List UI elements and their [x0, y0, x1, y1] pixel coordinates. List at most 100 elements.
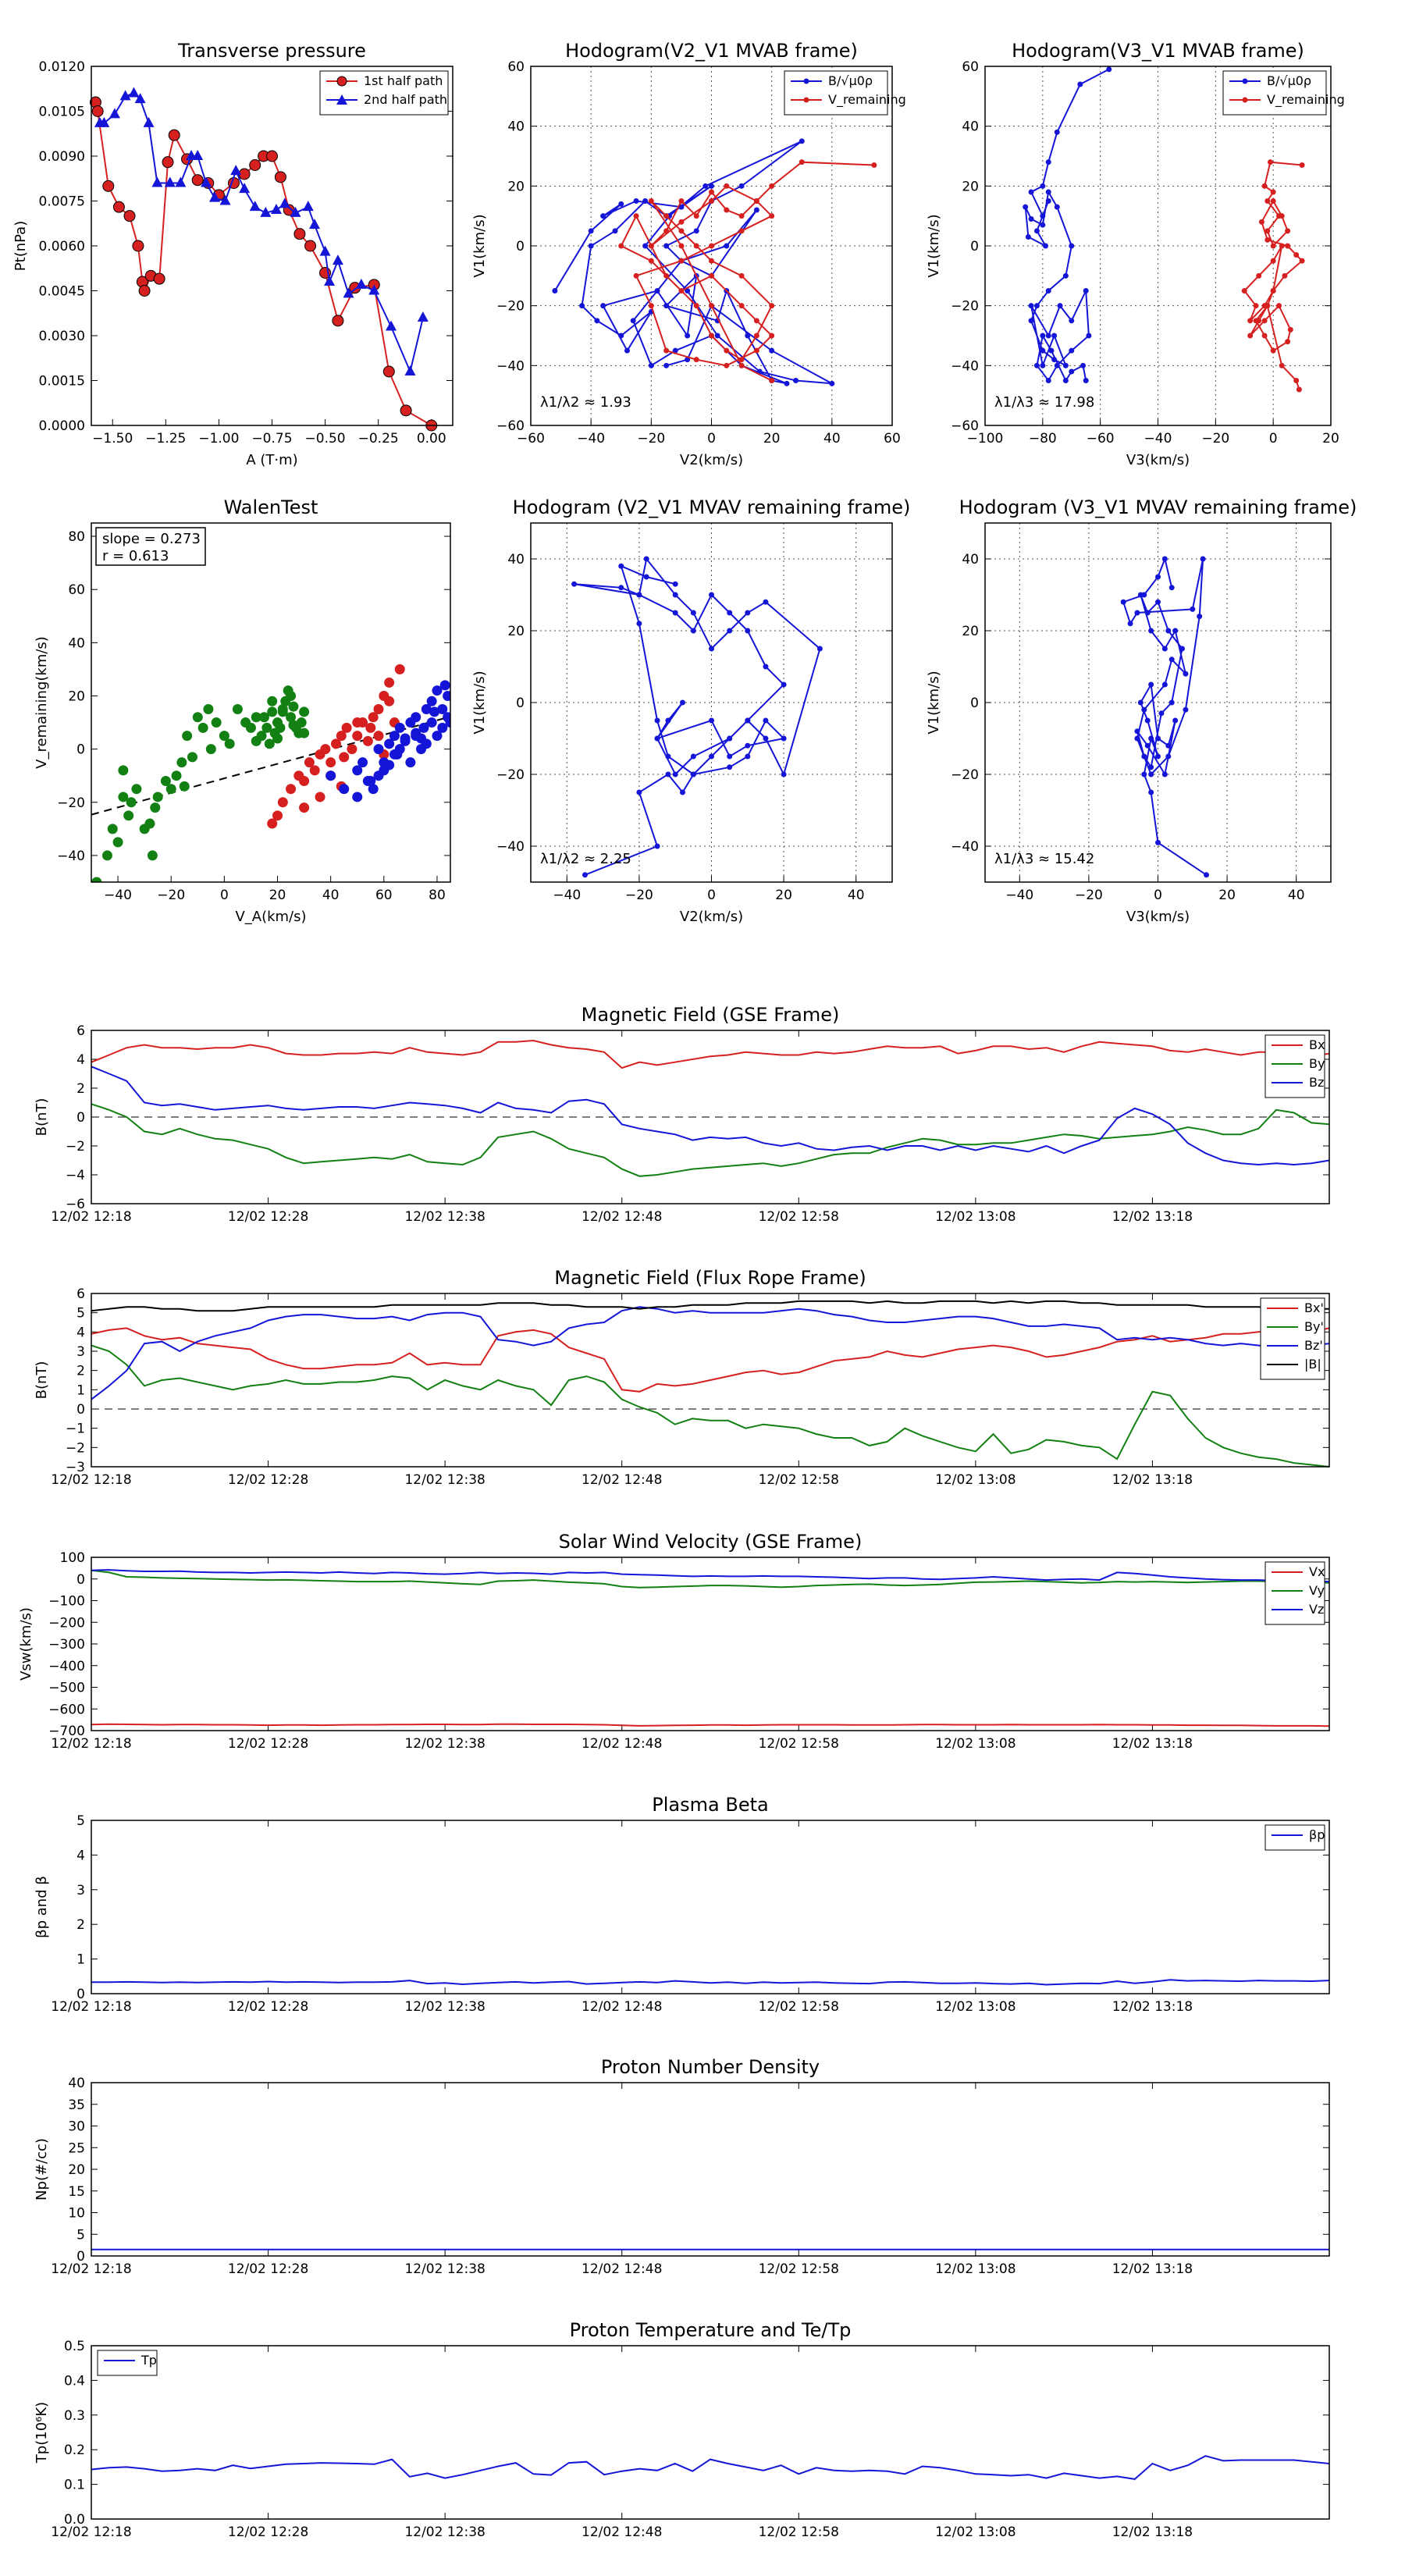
data-point-triangle — [302, 201, 314, 212]
data-point-blue — [368, 784, 379, 795]
data-point — [1276, 303, 1282, 309]
data-point-green — [299, 706, 310, 717]
y-tick-label: 20 — [68, 688, 85, 704]
data-point — [1054, 129, 1060, 135]
data-point — [709, 753, 714, 760]
series-line-By — [91, 1103, 1330, 1177]
y-tick-label: −20 — [57, 795, 85, 811]
data-point — [784, 380, 790, 386]
x-tick-label: 12/02 12:28 — [228, 2261, 308, 2277]
data-point — [738, 362, 745, 368]
data-point — [636, 789, 642, 795]
data-point — [571, 581, 578, 587]
data-point — [636, 592, 642, 598]
y-tick-label: −20 — [951, 767, 979, 783]
x-tick-label: −1.50 — [92, 431, 133, 447]
data-point — [709, 303, 714, 309]
legend-marker — [803, 97, 809, 103]
legend-box — [1222, 70, 1327, 116]
data-point-blue — [389, 731, 400, 742]
x-tick-label: 12/02 13:18 — [1112, 1999, 1193, 2015]
panel-transverse: Transverse pressure−1.50 −1.25 −1.00 −0.75−… — [12, 40, 454, 468]
data-point-blue — [432, 731, 443, 742]
data-point — [618, 585, 624, 591]
plot-frame — [91, 2082, 1330, 2257]
y-tick-label: −500 — [48, 1681, 85, 1696]
x-tick-label: 40 — [322, 888, 340, 903]
data-point — [709, 258, 714, 264]
data-point-triangle — [404, 365, 416, 375]
data-point-green — [123, 810, 134, 821]
data-point — [679, 699, 685, 706]
data-point-circle — [102, 180, 115, 192]
data-point — [1247, 318, 1254, 324]
data-point-green — [192, 712, 203, 723]
y-tick-label: −1 — [66, 1421, 85, 1437]
x-tick-label: −0.50 — [305, 431, 346, 447]
data-point — [1025, 234, 1031, 240]
y-tick-label: −20 — [951, 299, 979, 315]
data-point — [753, 347, 759, 354]
data-point-circle — [153, 272, 165, 285]
stats-box — [95, 527, 206, 566]
data-point — [769, 303, 775, 309]
data-point — [763, 735, 769, 742]
data-point-red — [320, 744, 331, 755]
data-point-green — [171, 770, 182, 781]
data-point — [690, 753, 696, 760]
plot-frame — [91, 1293, 1330, 1468]
data-point-red — [384, 696, 395, 706]
data-point — [763, 599, 769, 605]
data-point — [1270, 198, 1276, 204]
data-point — [1155, 839, 1161, 845]
panel-mag_gse: Magnetic Field (GSE Frame) 12/02 12:18 12/… — [34, 1004, 1330, 1225]
data-point — [594, 318, 600, 324]
data-point — [727, 764, 733, 770]
data-point — [648, 258, 654, 264]
y-axis-label: Np(#/cc) — [34, 2138, 50, 2201]
data-point-triangle — [201, 176, 212, 187]
data-point — [1168, 699, 1175, 706]
data-point — [1134, 735, 1140, 742]
data-point — [714, 333, 720, 339]
data-point — [1057, 303, 1063, 309]
data-point — [724, 183, 730, 189]
data-point — [1179, 646, 1186, 652]
y-tick-label: 0.0105 — [39, 105, 85, 120]
data-point — [642, 198, 649, 204]
data-point-red — [352, 717, 363, 728]
y-tick-label: 0.1 — [64, 2478, 85, 2493]
y-tick-label: 1 — [76, 1382, 85, 1398]
data-point — [753, 207, 759, 213]
x-tick-label: 12/02 12:48 — [582, 1472, 662, 1488]
series-line-V_remaining — [620, 161, 874, 382]
data-point-green — [286, 690, 297, 701]
y-tick-label: 0.4 — [64, 2373, 85, 2389]
x-tick-label: 12/02 12:38 — [404, 1209, 485, 1225]
x-tick-label: −60 — [517, 431, 545, 447]
y-tick-label: −40 — [951, 839, 979, 855]
data-point — [709, 243, 714, 249]
data-point-blue — [405, 757, 416, 768]
data-point — [1270, 243, 1276, 249]
data-point — [1270, 258, 1276, 264]
data-point-circle — [91, 105, 104, 117]
x-tick-label: 12/02 12:18 — [51, 2261, 131, 2277]
y-tick-label: 20 — [962, 624, 979, 639]
data-point — [1048, 347, 1055, 354]
data-point — [829, 380, 835, 386]
data-point-circle — [168, 129, 180, 141]
data-point-circle — [112, 201, 125, 213]
data-point — [693, 303, 699, 309]
data-point-green — [131, 784, 142, 795]
data-point — [709, 592, 714, 598]
x-tick-label: 40 — [1288, 888, 1305, 903]
data-point-green — [256, 731, 267, 742]
data-point-red — [339, 752, 350, 763]
data-point — [1040, 362, 1046, 368]
data-point — [1141, 592, 1147, 598]
y-tick-label: 2 — [76, 1917, 85, 1933]
data-point-triangle — [332, 254, 343, 265]
data-point — [738, 213, 745, 219]
y-tick-label: −300 — [48, 1637, 85, 1653]
